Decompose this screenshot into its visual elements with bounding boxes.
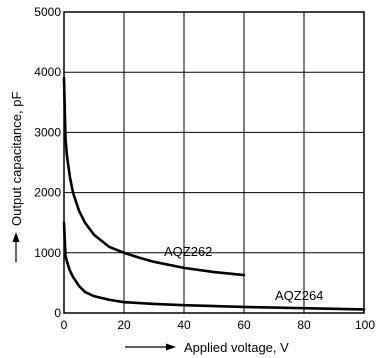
y-axis-label: Output capacitance, pF [9, 92, 24, 226]
y-tick-label: 4000 [34, 65, 61, 79]
series-label-aqz262: AQZ262 [164, 244, 212, 259]
series-line-aqz264 [62, 221, 366, 311]
x-tick-label: 40 [177, 318, 191, 332]
y-tick-label: 1000 [34, 246, 61, 260]
x-tick-label: 100 [355, 318, 375, 332]
x-axis-label: Applied voltage, V [184, 340, 289, 355]
y-tick-label: 3000 [34, 125, 61, 139]
series-label-aqz264: AQZ264 [275, 288, 323, 303]
x-tick-labels: 0 20 40 60 80 100 [61, 318, 376, 332]
x-tick-label: 60 [237, 318, 251, 332]
y-tick-label: 5000 [34, 5, 61, 19]
x-axis-arrow-icon [125, 343, 176, 351]
y-tick-label: 2000 [34, 186, 61, 200]
x-tick-label: 0 [61, 318, 68, 332]
x-tick-label: 20 [117, 318, 131, 332]
plot-frame [63, 11, 365, 314]
series-lines [62, 76, 366, 311]
y-tick-label: 0 [54, 306, 61, 320]
grid [64, 12, 364, 313]
x-tick-label: 80 [297, 318, 311, 332]
y-axis-arrow-icon [12, 232, 20, 262]
series-line-aqz262 [62, 76, 246, 277]
y-tick-labels: 0 1000 2000 3000 4000 5000 [34, 5, 61, 320]
